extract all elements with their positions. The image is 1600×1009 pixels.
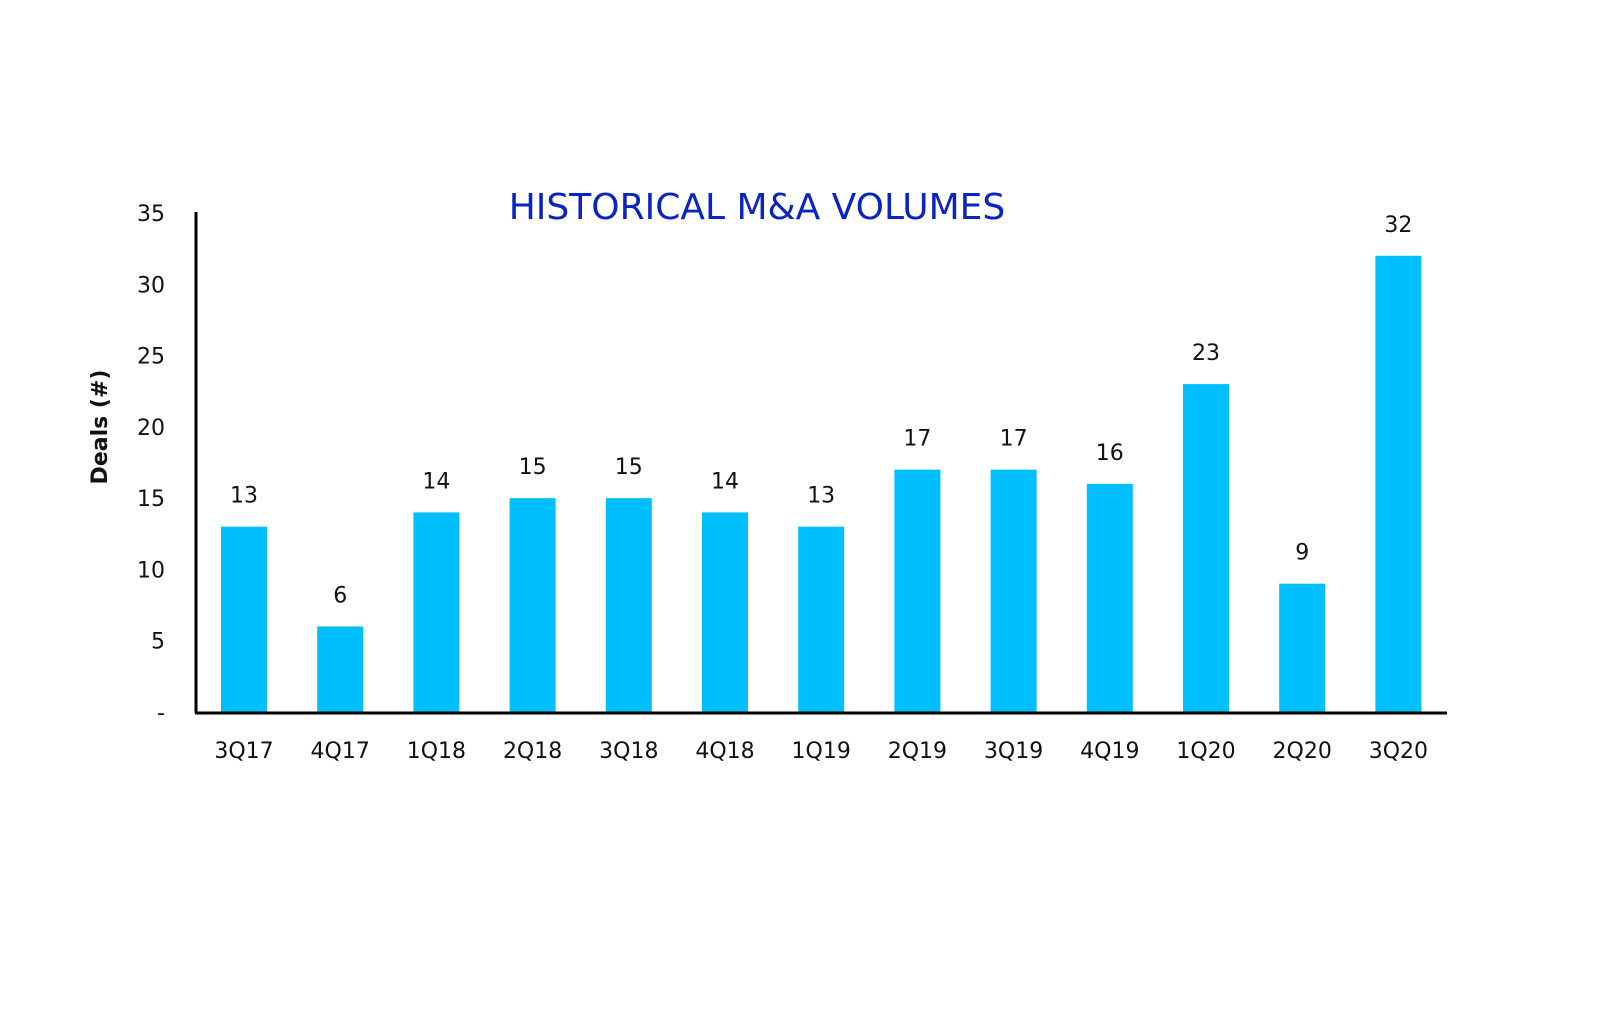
x-tick-label: 4Q18 <box>695 739 754 764</box>
bar-4Q18 <box>702 512 748 712</box>
bar-1Q19 <box>798 526 845 712</box>
data-label: 16 <box>1096 441 1124 466</box>
y-tick-label: 20 <box>137 416 165 441</box>
data-label: 13 <box>230 484 258 509</box>
data-label: 15 <box>615 455 643 480</box>
data-label: 23 <box>1192 341 1220 366</box>
bar-1Q20 <box>1183 384 1229 712</box>
x-tick-label: 1Q18 <box>407 739 466 764</box>
x-tick-label: 3Q18 <box>599 739 658 764</box>
x-tick-label: 2Q18 <box>503 739 562 764</box>
data-label: 17 <box>1000 427 1028 452</box>
chart-title: HISTORICAL M&A VOLUMES <box>509 187 1006 228</box>
bar-1Q18 <box>413 512 460 712</box>
x-tick-label: 1Q19 <box>792 739 851 764</box>
bar-3Q19 <box>990 469 1037 712</box>
x-tick-label: 4Q19 <box>1080 739 1139 764</box>
bar-2Q18 <box>509 498 556 712</box>
data-label: 17 <box>903 427 931 452</box>
data-label: 14 <box>711 469 739 494</box>
y-tick-label: - <box>157 701 165 726</box>
data-label: 6 <box>333 583 347 608</box>
bar-3Q20 <box>1375 255 1422 712</box>
x-tick-label: 1Q20 <box>1176 739 1235 764</box>
y-tick-label: 25 <box>137 345 165 370</box>
x-tick-label: 3Q17 <box>214 739 273 764</box>
y-tick-label: 30 <box>137 273 165 298</box>
data-label: 13 <box>807 484 835 509</box>
bar-3Q17 <box>221 526 267 712</box>
bar-4Q19 <box>1086 483 1133 712</box>
data-label: 15 <box>519 455 547 480</box>
bar-3Q18 <box>605 498 652 712</box>
x-tick-label: 3Q19 <box>984 739 1043 764</box>
y-tick-label: 15 <box>137 487 165 512</box>
y-axis-label: Deals (#) <box>88 370 113 485</box>
x-tick-label: 3Q20 <box>1369 739 1428 764</box>
y-tick-label: 35 <box>137 202 165 227</box>
data-label: 14 <box>422 469 450 494</box>
y-tick-label: 5 <box>151 630 165 655</box>
y-tick-label: 10 <box>137 558 165 583</box>
data-label: 9 <box>1295 541 1309 566</box>
data-label: 32 <box>1384 213 1412 238</box>
x-tick-label: 2Q19 <box>888 739 947 764</box>
x-tick-label: 2Q20 <box>1273 739 1332 764</box>
x-tick-label: 4Q17 <box>311 739 370 764</box>
bar-2Q19 <box>894 469 941 712</box>
bar-2Q20 <box>1279 583 1326 712</box>
bar-4Q17 <box>317 626 364 712</box>
